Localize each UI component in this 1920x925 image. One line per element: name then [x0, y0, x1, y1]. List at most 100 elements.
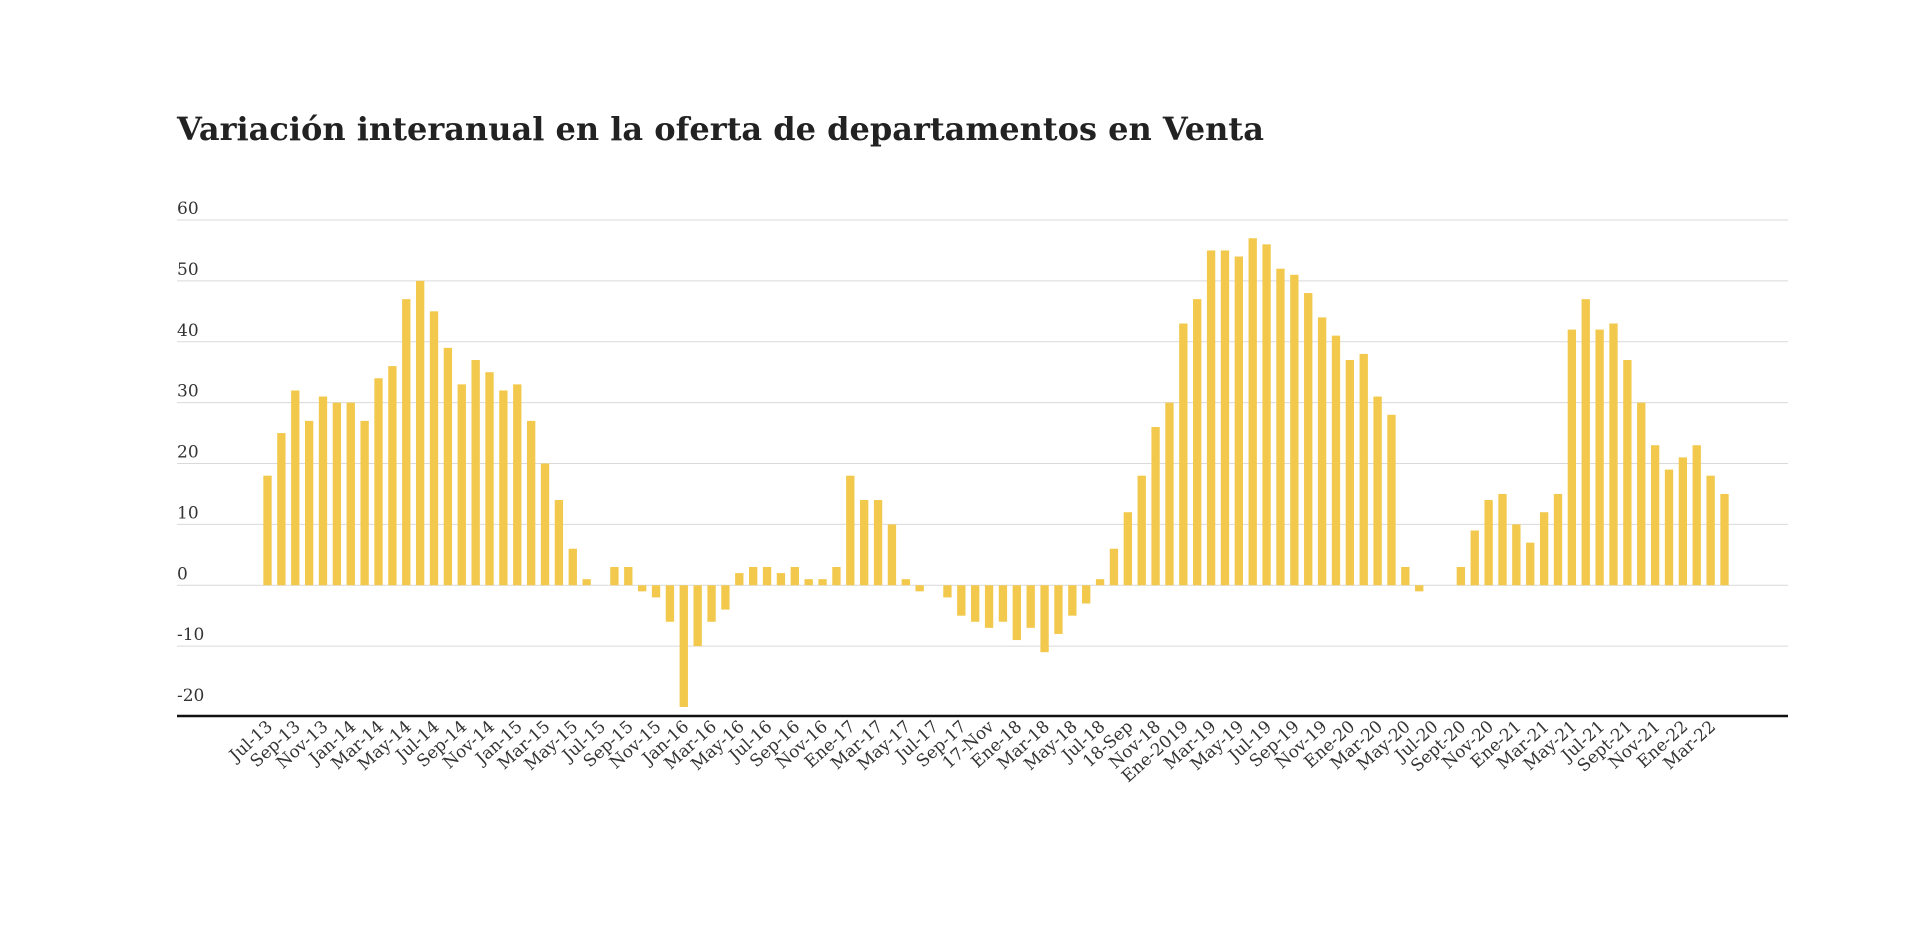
- bar: [318, 396, 328, 586]
- y-axis-ticks: 60 50 40 30 20 10 0 -10 -20: [177, 199, 204, 706]
- bar: [971, 585, 980, 622]
- bar: [1095, 579, 1105, 586]
- bar: [443, 347, 453, 586]
- y-tick-label: 10: [177, 503, 199, 523]
- bar: [263, 475, 272, 586]
- bar: [1664, 469, 1674, 586]
- bar: [526, 420, 536, 586]
- bar: [1040, 585, 1049, 653]
- bar: [360, 420, 369, 586]
- bar: [346, 402, 355, 586]
- bar: [1706, 475, 1715, 586]
- bar: [513, 384, 522, 586]
- bar: [540, 463, 550, 586]
- bar: [1193, 299, 1202, 586]
- bar: [1609, 323, 1618, 586]
- bar: [1373, 396, 1382, 586]
- bar: [665, 585, 675, 622]
- bar: [1567, 329, 1577, 586]
- y-tick-label: 50: [177, 260, 199, 280]
- bar: [1401, 566, 1410, 586]
- bar: [1290, 274, 1299, 586]
- y-tick-label: 30: [177, 382, 199, 402]
- bar: [1512, 524, 1521, 586]
- bar: [485, 372, 494, 586]
- bar: [1415, 585, 1424, 592]
- bar: [1151, 426, 1160, 586]
- bar: [1248, 238, 1257, 586]
- bar: [901, 579, 910, 586]
- bar: [1553, 493, 1563, 586]
- bar: [776, 573, 786, 586]
- bar: [1387, 414, 1396, 586]
- bar: [1539, 512, 1549, 586]
- bar: [1123, 512, 1132, 586]
- bar: [1678, 457, 1688, 586]
- bar: [582, 579, 591, 586]
- bar: [998, 585, 1008, 622]
- y-tick-label: 60: [177, 199, 199, 219]
- bar: [1345, 360, 1355, 586]
- bar: [1331, 335, 1341, 586]
- bar: [1220, 250, 1230, 586]
- bar: [332, 402, 342, 586]
- bar: [1109, 548, 1119, 586]
- bar: [679, 585, 688, 707]
- bar: [1262, 244, 1271, 586]
- bar: [790, 566, 799, 586]
- bar: [402, 299, 411, 586]
- bar: [1012, 585, 1021, 641]
- bar: [277, 433, 286, 586]
- bar: [1637, 402, 1646, 586]
- bar: [984, 585, 994, 628]
- bar: [957, 585, 966, 616]
- bar: [1692, 445, 1701, 586]
- bar: [651, 585, 661, 598]
- bar: [1082, 585, 1091, 604]
- chart-title: Variación interanual en la oferta de dep…: [176, 110, 1264, 148]
- bar: [1456, 566, 1466, 586]
- bar: [915, 585, 924, 592]
- bar: [1526, 542, 1535, 586]
- bar: [707, 585, 716, 622]
- bar: [1026, 585, 1035, 628]
- bar: [1304, 293, 1313, 586]
- bar: [804, 579, 813, 586]
- bar: [1068, 585, 1077, 616]
- bar: [873, 500, 883, 586]
- bar: [887, 524, 897, 586]
- bar: [1317, 317, 1327, 586]
- bar: [1720, 493, 1729, 586]
- bar: [860, 500, 869, 586]
- bar: [1179, 323, 1188, 586]
- y-tick-label: 40: [177, 321, 199, 341]
- y-tick-label: 0: [177, 564, 188, 584]
- bar: [610, 566, 619, 586]
- bar: [1650, 445, 1660, 586]
- bar: [1234, 256, 1243, 586]
- y-tick-label: 20: [177, 443, 199, 463]
- bar: [429, 311, 439, 586]
- bar: [554, 500, 564, 586]
- bar: [693, 585, 702, 647]
- x-axis-ticks: Jul-13Sep-13Nov-13Jan-14Mar-14May-14Jul-…: [224, 717, 1720, 787]
- bar: [499, 390, 508, 586]
- bar: [1206, 250, 1216, 586]
- bar: [374, 378, 383, 586]
- bar: [1470, 530, 1479, 586]
- bar: [1498, 493, 1507, 586]
- bar: [846, 475, 855, 586]
- bar: [1137, 475, 1146, 586]
- bar: [1581, 299, 1590, 586]
- bar: [624, 566, 633, 586]
- bar: [1165, 402, 1174, 586]
- bar: [818, 579, 827, 586]
- bar: [457, 384, 466, 586]
- bar: [721, 585, 730, 610]
- bar: [388, 366, 397, 586]
- bar: [415, 280, 425, 586]
- bar: [637, 585, 647, 592]
- bar: [1276, 268, 1285, 586]
- bar: [291, 390, 300, 586]
